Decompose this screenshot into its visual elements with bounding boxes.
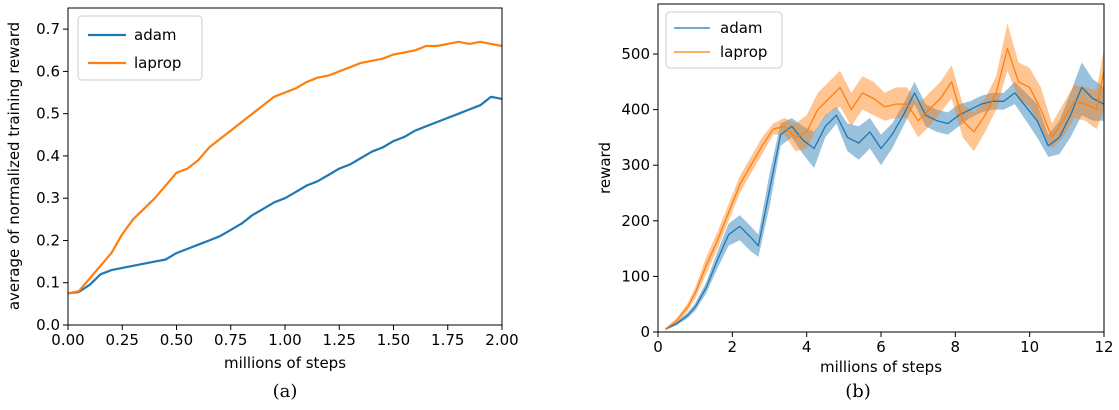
band-laprop (665, 23, 1104, 331)
x-tick-label: 0.50 (160, 331, 193, 349)
panel-a-y-ticks: 0.0 0.1 0.2 0.3 0.4 0.5 0.6 0.7 (36, 20, 68, 334)
x-tick-label: 1.25 (323, 331, 356, 349)
panel-b-x-ticks: 0 2 4 6 8 10 12 (653, 332, 1114, 356)
y-tick-label: 0.2 (36, 231, 60, 249)
panel-b-caption: (b) (845, 381, 871, 402)
y-tick-label: 0.6 (36, 62, 60, 80)
panel-b-legend: adam laprop (665, 11, 783, 69)
y-tick-label: 0.3 (36, 189, 60, 207)
y-tick-label: 500 (621, 45, 650, 63)
panel-a-x-ticks: 0.00 0.25 0.50 0.75 1.00 1.25 1.50 1.75 2.00 (51, 325, 519, 349)
series-line-adam (67, 95, 503, 295)
x-tick-label: 2.00 (485, 331, 518, 349)
x-tick-label: 12 (1094, 338, 1113, 356)
panel-a: 0.00 0.25 0.50 0.75 1.00 1.25 1.50 1.75 2.00 0.0… (5, 7, 519, 402)
y-tick-label: 200 (621, 212, 650, 230)
x-tick-label: 0.00 (51, 331, 84, 349)
y-tick-label: 0 (640, 323, 650, 341)
panel-b-x-label: millions of steps (820, 358, 942, 376)
series-line-laprop (67, 40, 503, 295)
panel-b-legend-label-adam: adam (720, 19, 763, 37)
panel-b-y-ticks: 0 100 200 300 400 500 (621, 45, 658, 341)
y-tick-label: 0.5 (36, 105, 60, 123)
x-tick-label: 2 (728, 338, 738, 356)
panel-b-legend-box (665, 11, 783, 69)
x-tick-label: 1.00 (268, 331, 301, 349)
panel-b: 0 2 4 6 8 10 12 0 100 200 300 400 500 millions of s… (596, 3, 1114, 402)
series-line-adam (665, 86, 1105, 330)
panel-a-legend: adam laprop (77, 15, 203, 81)
x-tick-label: 4 (802, 338, 812, 356)
y-tick-label: 0.4 (36, 147, 60, 165)
x-tick-label: 10 (1020, 338, 1039, 356)
panel-b-bands (665, 23, 1104, 331)
series-line-laprop (665, 47, 1105, 330)
panel-a-lines (67, 40, 503, 295)
y-tick-label: 0.0 (36, 316, 60, 334)
x-tick-label: 1.75 (431, 331, 464, 349)
panel-b-legend-label-laprop: laprop (720, 43, 767, 61)
x-tick-label: 0.25 (106, 331, 139, 349)
x-tick-label: 8 (951, 338, 961, 356)
y-tick-label: 400 (621, 101, 650, 119)
y-tick-label: 300 (621, 156, 650, 174)
x-tick-label: 0 (653, 338, 663, 356)
y-tick-label: 100 (621, 267, 650, 285)
panel-a-x-label: millions of steps (224, 354, 346, 372)
panel-b-lines (665, 47, 1105, 330)
y-tick-label: 0.7 (36, 20, 60, 38)
panel-a-legend-label-laprop: laprop (134, 54, 181, 72)
y-tick-label: 0.1 (36, 274, 60, 292)
panel-a-y-label: average of normalized training reward (5, 22, 23, 310)
panel-a-legend-label-adam: adam (134, 26, 177, 44)
panel-a-caption: (a) (273, 381, 298, 402)
x-tick-label: 1.50 (377, 331, 410, 349)
x-tick-label: 6 (876, 338, 886, 356)
panel-b-y-label: reward (596, 142, 614, 194)
x-tick-label: 0.75 (214, 331, 247, 349)
